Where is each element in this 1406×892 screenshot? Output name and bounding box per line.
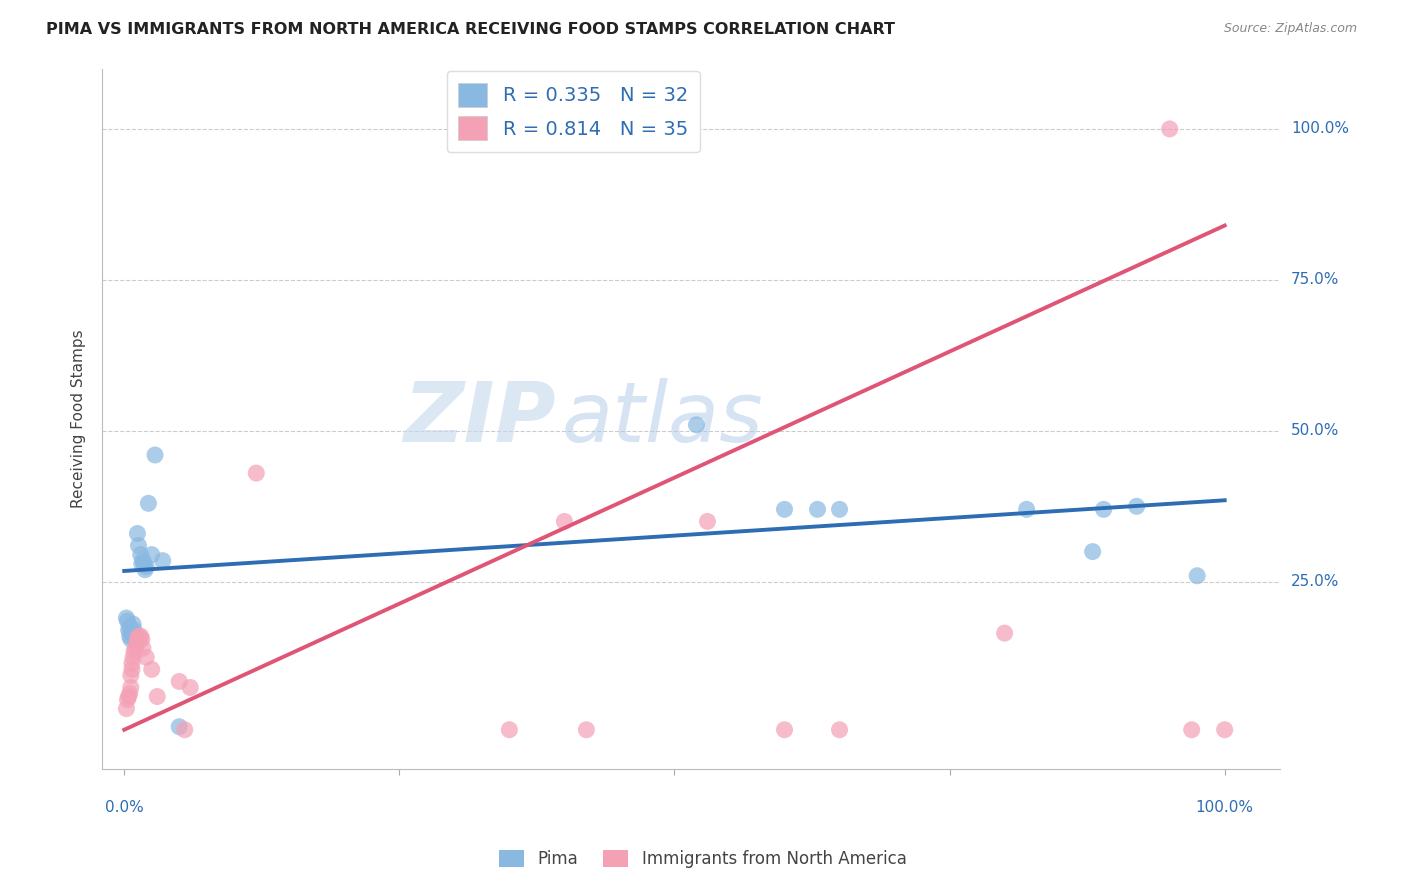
Point — [828, 502, 851, 516]
Point — [115, 611, 138, 625]
Point — [128, 539, 150, 553]
Text: 50.0%: 50.0% — [1291, 424, 1339, 438]
Point — [1092, 502, 1115, 516]
Point — [117, 690, 139, 704]
Point — [141, 548, 163, 562]
Point — [120, 681, 142, 695]
Point — [138, 496, 160, 510]
Point — [773, 502, 796, 516]
Point — [117, 614, 139, 628]
Point — [1185, 568, 1208, 582]
Text: PIMA VS IMMIGRANTS FROM NORTH AMERICA RECEIVING FOOD STAMPS CORRELATION CHART: PIMA VS IMMIGRANTS FROM NORTH AMERICA RE… — [46, 22, 896, 37]
Point — [806, 502, 828, 516]
Point — [135, 650, 157, 665]
Text: 25.0%: 25.0% — [1291, 574, 1339, 590]
Point — [553, 515, 575, 529]
Point — [128, 629, 150, 643]
Point — [120, 632, 142, 647]
Point — [135, 559, 157, 574]
Point — [128, 632, 150, 647]
Point — [828, 723, 851, 737]
Point — [118, 686, 141, 700]
Point — [121, 657, 143, 671]
Text: 100.0%: 100.0% — [1195, 799, 1254, 814]
Point — [129, 629, 152, 643]
Point — [127, 632, 149, 647]
Text: atlas: atlas — [561, 378, 763, 459]
Point — [132, 557, 155, 571]
Point — [115, 701, 138, 715]
Text: 100.0%: 100.0% — [1291, 121, 1348, 136]
Legend: R = 0.335   N = 32, R = 0.814   N = 35: R = 0.335 N = 32, R = 0.814 N = 35 — [447, 71, 700, 152]
Point — [122, 644, 145, 658]
Point — [129, 548, 152, 562]
Point — [120, 668, 142, 682]
Point — [498, 723, 520, 737]
Point — [121, 626, 143, 640]
Point — [1081, 544, 1104, 558]
Point — [124, 641, 146, 656]
Point — [773, 723, 796, 737]
Text: ZIP: ZIP — [404, 378, 555, 459]
Point — [124, 632, 146, 647]
Point — [132, 641, 155, 656]
Legend: Pima, Immigrants from North America: Pima, Immigrants from North America — [492, 843, 914, 875]
Point — [696, 515, 718, 529]
Text: 75.0%: 75.0% — [1291, 272, 1339, 287]
Point — [131, 632, 153, 647]
Point — [994, 626, 1017, 640]
Point — [117, 692, 139, 706]
Y-axis label: Receiving Food Stamps: Receiving Food Stamps — [72, 329, 86, 508]
Point — [152, 554, 174, 568]
Point — [127, 526, 149, 541]
Point — [1159, 122, 1181, 136]
Point — [131, 557, 153, 571]
Point — [117, 623, 139, 637]
Point — [122, 617, 145, 632]
Point — [132, 554, 155, 568]
Point — [118, 620, 141, 634]
Point — [125, 638, 148, 652]
Point — [122, 623, 145, 637]
Point — [685, 417, 707, 432]
Point — [1125, 500, 1147, 514]
Point — [575, 723, 598, 737]
Point — [1213, 723, 1236, 737]
Point — [146, 690, 169, 704]
Point — [167, 674, 190, 689]
Text: 0.0%: 0.0% — [105, 799, 143, 814]
Point — [179, 681, 201, 695]
Point — [122, 650, 145, 665]
Point — [245, 466, 267, 480]
Point — [118, 629, 141, 643]
Text: Source: ZipAtlas.com: Source: ZipAtlas.com — [1223, 22, 1357, 36]
Point — [1181, 723, 1204, 737]
Point — [134, 563, 156, 577]
Point — [173, 723, 195, 737]
Point — [121, 662, 143, 676]
Point — [167, 720, 190, 734]
Point — [1015, 502, 1038, 516]
Point — [143, 448, 166, 462]
Point — [141, 662, 163, 676]
